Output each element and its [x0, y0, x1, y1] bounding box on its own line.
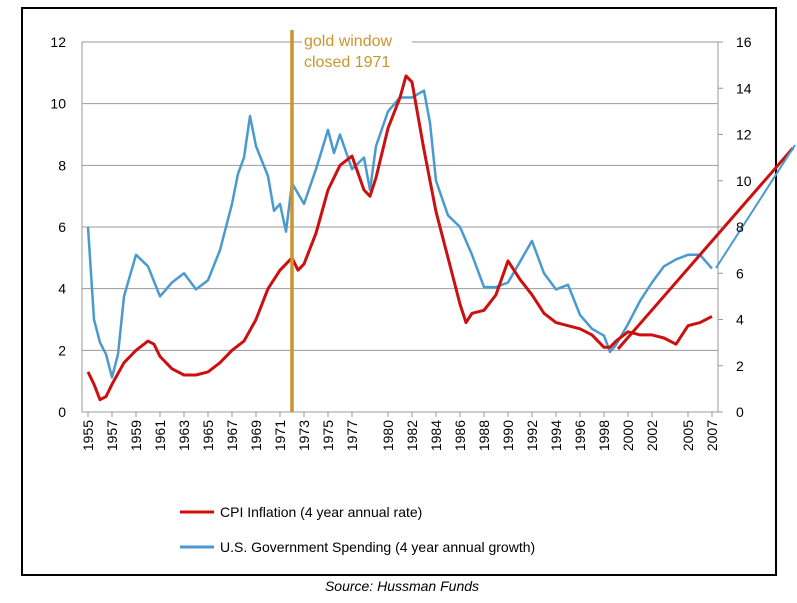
x-tick-label: 2005 [680, 420, 696, 451]
x-tick-label: 1957 [104, 420, 120, 451]
y-tick-label: 0 [58, 404, 66, 420]
y-tick-label: 6 [58, 219, 66, 235]
legend-label: U.S. Government Spending (4 year annual … [220, 539, 535, 555]
trend-line [715, 144, 796, 269]
x-tick-label: 2007 [704, 420, 720, 451]
legend-label: CPI Inflation (4 year annual rate) [220, 504, 422, 520]
series-line [86, 89, 713, 379]
trend-line [616, 147, 795, 350]
x-tick-label: 1969 [248, 420, 264, 451]
series-line [86, 74, 713, 402]
x-tick-label: 1961 [152, 420, 168, 451]
y2-tick-label: 14 [736, 80, 752, 96]
x-tick-label: 2000 [620, 420, 636, 451]
x-tick-label: 1998 [596, 420, 612, 451]
x-tick-label: 1965 [200, 420, 216, 451]
x-tick-label: 1984 [428, 420, 444, 451]
y2-tick-label: 10 [736, 173, 752, 189]
y2-tick-label: 16 [736, 34, 752, 50]
x-tick-label: 1955 [80, 420, 96, 451]
y2-tick-label: 12 [736, 127, 752, 143]
x-tick-label: 1967 [224, 420, 240, 451]
annotation: gold window closed 1971 [290, 30, 393, 412]
ticks: 0 2 4 6 8 10 12 0 2 4 6 8 10 12 14 16 1955 1957 1959 1961 19… [50, 34, 751, 451]
source: Source: Hussman Funds [325, 578, 479, 594]
x-tick-label: 1990 [500, 420, 516, 451]
y-tick-label: 2 [58, 342, 66, 358]
x-tick-label: 1994 [548, 420, 564, 451]
annotation-text: closed 1971 [304, 54, 390, 71]
x-tick-label: 1996 [572, 420, 588, 451]
x-tick-label: 1975 [320, 420, 336, 451]
x-tick-label: 1971 [272, 420, 288, 451]
x-tick-label: 1973 [296, 420, 312, 451]
x-tick-label: 1988 [476, 420, 492, 451]
x-tick-label: 1959 [128, 420, 144, 451]
y-tick-label: 12 [50, 34, 66, 50]
y-tick-label: 4 [58, 281, 66, 297]
y-tick-label: 10 [50, 96, 66, 112]
annotation-bg [302, 30, 412, 70]
x-tick-label: 1986 [452, 420, 468, 451]
y2-tick-label: 8 [736, 219, 744, 235]
x-tick-label: 1992 [524, 420, 540, 451]
x-tick-label: 1982 [404, 420, 420, 451]
y2-tick-label: 4 [736, 312, 744, 328]
chart-frame [21, 7, 777, 576]
lines [86, 74, 713, 402]
x-tick-label: 1980 [380, 420, 396, 451]
y2-tick-label: 6 [736, 265, 744, 281]
annotation-text: gold window [304, 33, 393, 50]
x-tick-label: 1977 [344, 420, 360, 451]
x-tick-label: 1963 [176, 420, 192, 451]
y-tick-label: 8 [58, 157, 66, 173]
y2-tick-label: 0 [736, 404, 744, 420]
y2-tick-label: 2 [736, 358, 744, 374]
x-tick-label: 2002 [644, 420, 660, 451]
